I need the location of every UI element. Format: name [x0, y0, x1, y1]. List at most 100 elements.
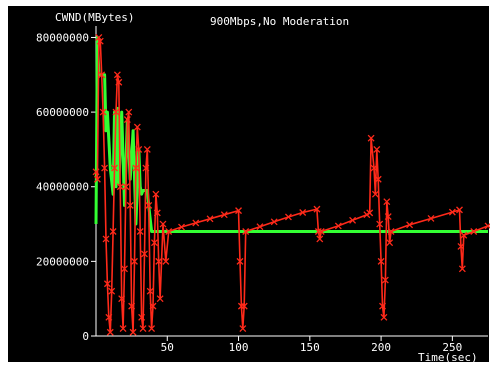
data-point-marker — [349, 216, 357, 224]
data-point-marker — [156, 295, 164, 303]
data-point-marker — [139, 325, 147, 332]
data-point-marker — [128, 302, 136, 310]
data-point-marker — [383, 198, 391, 206]
data-point-marker — [376, 220, 384, 228]
chart-title: 900Mbps,No Moderation — [210, 15, 349, 28]
data-point-marker — [101, 164, 109, 172]
data-point-marker — [142, 164, 150, 172]
data-point-marker — [125, 108, 133, 116]
data-point-marker — [380, 313, 388, 321]
data-point-marker — [159, 220, 167, 228]
data-point-marker — [119, 325, 127, 332]
x-tick-label: 200 — [371, 341, 391, 354]
data-point-marker — [145, 201, 153, 209]
data-point-marker — [377, 257, 385, 265]
data-point-marker — [122, 183, 130, 191]
data-point-marker — [270, 218, 278, 226]
data-point-marker — [387, 228, 395, 235]
data-point-marker — [370, 164, 378, 172]
data-point-marker — [381, 276, 389, 284]
data-point-marker — [427, 214, 435, 222]
data-point-marker — [374, 175, 382, 183]
data-point-marker — [150, 239, 158, 247]
data-point-marker — [108, 287, 116, 295]
data-point-marker — [484, 222, 490, 230]
y-axis-label: CWND(MBytes) — [55, 11, 134, 24]
y-tick-label: 20000000 — [36, 255, 89, 268]
data-point-marker — [102, 235, 110, 243]
data-point-marker — [386, 239, 394, 247]
data-point-marker — [126, 201, 134, 209]
data-point-marker — [284, 213, 292, 221]
x-tick-label: 50 — [161, 341, 174, 354]
data-point-marker — [116, 183, 124, 191]
data-point-marker — [456, 206, 463, 214]
data-point-marker — [206, 215, 214, 223]
axes: 0 20000000 40000000 60000000 80000000 50 100 15… — [36, 26, 488, 354]
x-axis-label: Time(sec) — [418, 351, 478, 364]
data-point-marker — [115, 78, 123, 86]
data-point-marker — [367, 134, 375, 142]
data-point-marker — [123, 116, 131, 124]
data-point-marker — [239, 325, 247, 332]
data-point-marker — [121, 265, 128, 273]
data-point-marker — [136, 228, 144, 235]
data-point-marker — [143, 145, 151, 153]
data-point-marker — [317, 228, 325, 235]
data-point-marker — [384, 213, 392, 221]
data-point-marker — [236, 257, 244, 265]
data-point-marker — [178, 223, 185, 231]
data-point-marker — [99, 108, 107, 116]
data-point-marker — [379, 302, 386, 310]
data-point-marker — [235, 207, 243, 215]
data-point-marker — [237, 302, 245, 310]
data-point-marker — [155, 257, 163, 265]
x-tick-label: 250 — [442, 341, 462, 354]
data-point-marker — [165, 228, 173, 235]
data-point-marker — [371, 190, 379, 198]
data-point-marker — [149, 302, 157, 310]
data-point-marker — [373, 145, 381, 153]
data-point-marker — [146, 287, 154, 295]
data-point-marker — [242, 228, 250, 235]
data-point-marker — [406, 221, 414, 229]
y-tick-label: 0 — [82, 330, 89, 343]
data-point-marker — [135, 145, 143, 153]
data-point-marker — [457, 242, 465, 250]
data-point-marker — [152, 190, 160, 198]
data-point-marker — [105, 313, 113, 321]
data-point-marker — [95, 34, 103, 41]
data-point-marker — [460, 231, 468, 239]
data-point-marker — [366, 209, 374, 217]
data-point-marker — [103, 280, 111, 288]
data-point-marker — [113, 71, 121, 79]
red-series-line — [95, 36, 489, 334]
data-point-marker — [118, 295, 126, 303]
plot-background — [8, 6, 489, 362]
data-point-marker — [153, 209, 161, 217]
data-point-marker — [131, 257, 138, 265]
data-point-marker — [162, 257, 170, 265]
data-point-marker — [109, 228, 117, 235]
data-point-marker — [256, 223, 264, 231]
data-point-marker — [96, 37, 104, 45]
data-point-marker — [240, 302, 248, 310]
data-point-marker — [93, 175, 101, 183]
data-point-marker — [316, 235, 324, 243]
data-point-marker — [133, 123, 141, 131]
data-point-marker — [92, 168, 100, 176]
data-point-marker — [448, 208, 456, 216]
data-point-marker — [220, 211, 228, 219]
data-point-marker — [192, 219, 200, 227]
data-point-marker — [112, 108, 120, 116]
data-point-marker — [334, 222, 342, 230]
data-point-marker — [148, 325, 156, 332]
green-series-line — [94, 36, 488, 233]
data-point-marker — [98, 71, 106, 79]
data-point-marker — [141, 250, 148, 258]
data-point-marker — [111, 164, 118, 172]
x-tick-label: 100 — [229, 341, 249, 354]
data-point-marker — [138, 313, 146, 321]
